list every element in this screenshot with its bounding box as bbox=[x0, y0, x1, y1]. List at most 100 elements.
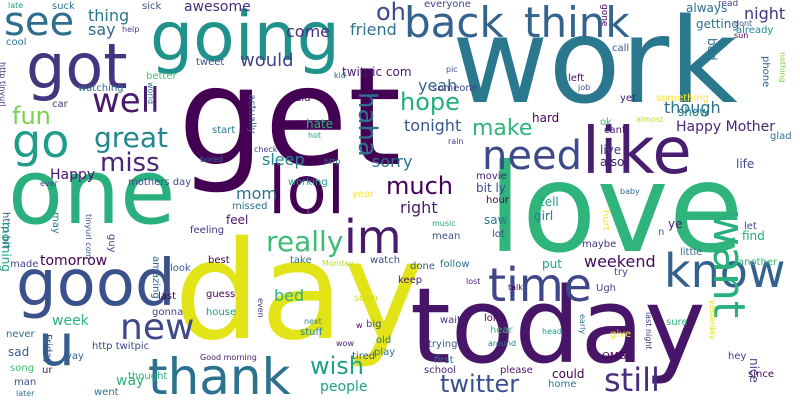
cloud-word: music bbox=[432, 219, 456, 228]
cloud-word: mothers day bbox=[128, 177, 192, 188]
cloud-word: n bbox=[658, 227, 665, 238]
cloud-word: sick bbox=[142, 1, 162, 12]
cloud-word: around bbox=[488, 339, 517, 348]
cloud-word: need bbox=[482, 133, 582, 179]
cloud-word: twitter bbox=[440, 370, 520, 398]
cloud-word: got bbox=[26, 30, 128, 103]
cloud-word: say bbox=[88, 20, 116, 39]
cloud-word: life bbox=[736, 157, 755, 171]
cloud-word: guy bbox=[106, 234, 117, 253]
cloud-word: actually bbox=[246, 94, 257, 134]
cloud-word: bit ly bbox=[476, 181, 506, 195]
cloud-word: mom bbox=[236, 184, 277, 203]
cloud-word: next bbox=[304, 317, 322, 326]
cloud-word: missed bbox=[232, 201, 268, 212]
cloud-word: get bbox=[178, 39, 402, 197]
cloud-word: u bbox=[38, 311, 75, 379]
cloud-word: though bbox=[664, 98, 721, 117]
cloud-word: nothing bbox=[778, 52, 787, 83]
cloud-word: really bbox=[266, 225, 344, 258]
cloud-word: last bbox=[158, 291, 177, 302]
cloud-word: sorry bbox=[372, 152, 413, 171]
cloud-word: bad bbox=[705, 38, 719, 61]
cloud-word: went bbox=[94, 387, 119, 398]
cloud-word: gonna bbox=[152, 307, 184, 318]
cloud-word: Monday bbox=[322, 259, 354, 268]
cloud-word: great bbox=[94, 121, 169, 154]
cloud-word: soon bbox=[354, 293, 378, 304]
cloud-word: new bbox=[120, 307, 195, 348]
cloud-word: best bbox=[208, 255, 230, 266]
cloud-word: still bbox=[604, 361, 660, 399]
cloud-word: mean bbox=[432, 231, 461, 242]
cloud-word: ur bbox=[42, 365, 53, 376]
cloud-word: way bbox=[116, 373, 145, 389]
cloud-word: please bbox=[500, 365, 533, 376]
cloud-word: look bbox=[170, 263, 191, 274]
cloud-word: tired bbox=[352, 351, 376, 362]
cloud-word: head bbox=[542, 327, 562, 336]
cloud-word: Good morning bbox=[200, 353, 257, 362]
cloud-word: feeling bbox=[190, 225, 225, 236]
cloud-word: like bbox=[582, 115, 692, 189]
cloud-word: better bbox=[146, 71, 177, 82]
cloud-word: old bbox=[376, 335, 392, 346]
cloud-word: fun bbox=[12, 102, 51, 130]
cloud-word: cool bbox=[6, 37, 27, 48]
cloud-word: help bbox=[122, 25, 140, 34]
cloud-word: world bbox=[146, 82, 155, 105]
cloud-word: feel bbox=[226, 213, 249, 227]
cloud-word: glad bbox=[770, 131, 792, 142]
cloud-word: almost bbox=[636, 115, 664, 124]
cloud-word: Ugh bbox=[596, 283, 617, 294]
cloud-word: call bbox=[612, 43, 630, 54]
cloud-word: time bbox=[488, 258, 592, 312]
cloud-word: long bbox=[484, 313, 506, 324]
cloud-word: may bbox=[50, 212, 61, 234]
cloud-word: sad bbox=[8, 345, 30, 359]
cloud-word: weekend bbox=[584, 252, 656, 271]
cloud-word: awesome bbox=[184, 0, 251, 15]
cloud-word: keep bbox=[398, 275, 423, 286]
cloud-word: lol bbox=[268, 152, 346, 229]
cloud-word: right bbox=[400, 198, 438, 217]
cloud-word: even bbox=[256, 298, 265, 318]
cloud-word: tonight bbox=[404, 116, 462, 135]
cloud-word: wow bbox=[336, 339, 354, 348]
cloud-word: good bbox=[16, 247, 176, 321]
cloud-word: Happy Mother bbox=[676, 119, 775, 135]
cloud-word: someone bbox=[432, 83, 478, 94]
cloud-word: getting bbox=[696, 17, 739, 31]
cloud-word: back bbox=[404, 0, 504, 47]
cloud-word: baby bbox=[620, 187, 640, 196]
cloud-word: give bbox=[610, 329, 632, 340]
cloud-word: love bbox=[488, 138, 744, 280]
cloud-word: work bbox=[452, 0, 738, 130]
cloud-word: year bbox=[352, 189, 375, 200]
cloud-word: http twitpic bbox=[92, 341, 150, 352]
cloud-word: oh bbox=[376, 0, 406, 26]
cloud-word: Friday bbox=[42, 334, 53, 365]
cloud-word: thank bbox=[148, 348, 291, 400]
cloud-word: let bbox=[744, 221, 757, 232]
cloud-word: sleep bbox=[262, 150, 305, 169]
cloud-word: always bbox=[686, 1, 728, 15]
cloud-word: later bbox=[16, 389, 35, 398]
cloud-word: something bbox=[656, 93, 709, 104]
cloud-word: put bbox=[542, 257, 562, 271]
cloud-word: trying bbox=[428, 339, 458, 350]
cloud-word: people bbox=[320, 379, 368, 395]
cloud-word: watching bbox=[78, 83, 124, 94]
cloud-word: little bbox=[680, 247, 703, 258]
cloud-word: tell bbox=[540, 195, 559, 209]
cloud-word: night bbox=[744, 4, 786, 23]
cloud-word: http bbox=[324, 157, 341, 166]
cloud-word: see bbox=[4, 0, 75, 45]
cloud-word: made bbox=[10, 259, 39, 270]
cloud-word: guess bbox=[206, 289, 236, 300]
cloud-word: hard bbox=[532, 111, 560, 125]
cloud-word: hear bbox=[490, 325, 513, 336]
cloud-word: left bbox=[568, 73, 585, 84]
cloud-word: talk bbox=[508, 283, 523, 292]
